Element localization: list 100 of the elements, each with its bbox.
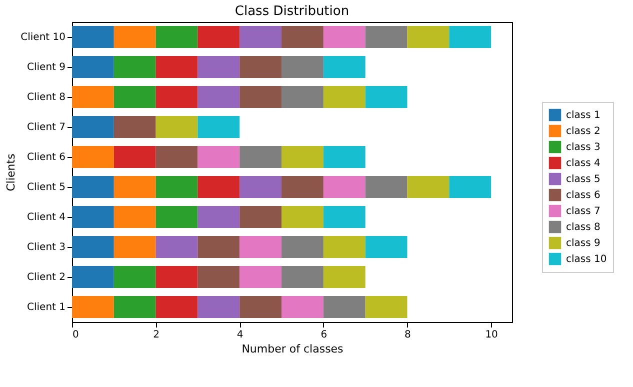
bar (407, 26, 450, 48)
bar (198, 86, 240, 108)
bar (240, 296, 282, 318)
legend-label: class 6 (566, 190, 600, 201)
x-tick-label: 0 (72, 330, 79, 340)
bar (282, 86, 324, 108)
chart-title: Class Distribution (234, 4, 350, 19)
y-tick-label: Client 7 (27, 122, 66, 133)
bar (282, 56, 324, 78)
y-tick-label: Client 6 (27, 152, 66, 163)
bar (240, 26, 282, 48)
bar (72, 206, 114, 228)
legend-label: class 10 (566, 254, 607, 265)
bar (240, 206, 282, 228)
bar (240, 86, 282, 108)
x-axis-title: Number of classes (242, 342, 344, 356)
bar (323, 26, 366, 48)
bar (323, 86, 366, 108)
bar (282, 266, 324, 288)
legend-label: class 8 (566, 222, 600, 233)
bar (72, 146, 114, 168)
bar (72, 296, 114, 318)
bar (156, 206, 198, 228)
bar (282, 296, 324, 318)
bar (114, 146, 156, 168)
bar (156, 26, 198, 48)
y-tick-label: Client 3 (27, 242, 66, 253)
bar (365, 296, 408, 318)
x-tick-label: 6 (320, 330, 328, 340)
x-tick-label: 8 (404, 330, 411, 340)
bar (323, 236, 366, 258)
bar (365, 26, 408, 48)
bar (365, 236, 408, 258)
bar (72, 176, 114, 198)
bar (198, 176, 240, 198)
bar (198, 206, 240, 228)
bar (114, 176, 156, 198)
legend-label: class 7 (566, 206, 600, 217)
bar (114, 86, 156, 108)
bar (156, 146, 198, 168)
bar (114, 206, 156, 228)
bar (240, 266, 282, 288)
bar (156, 266, 198, 288)
y-tick-label: Client 8 (27, 92, 66, 103)
y-tick-label: Client 5 (27, 182, 66, 193)
bar (323, 206, 366, 228)
y-axis-title: Clients (4, 153, 18, 192)
bar (198, 146, 240, 168)
bar (156, 236, 198, 258)
bar (114, 56, 156, 78)
bar (240, 146, 282, 168)
bar (114, 266, 156, 288)
bar (72, 116, 114, 138)
bar (449, 26, 492, 48)
bar (72, 56, 114, 78)
bar (114, 296, 156, 318)
bar (449, 176, 492, 198)
bar (72, 86, 114, 108)
bar (198, 116, 240, 138)
bar (282, 206, 324, 228)
bar (365, 176, 408, 198)
bar (156, 176, 198, 198)
y-tick-label: Client 4 (27, 212, 66, 223)
legend-label: class 5 (566, 174, 600, 185)
y-tick-label: Client 2 (27, 272, 66, 283)
legend-label: class 9 (566, 238, 600, 249)
legend-label: class 4 (566, 158, 600, 169)
bar (156, 56, 198, 78)
x-tick-label: 10 (485, 330, 498, 340)
legend-label: class 1 (566, 110, 600, 121)
bar (323, 176, 366, 198)
bar (114, 116, 156, 138)
bar (198, 296, 240, 318)
bar (198, 236, 240, 258)
y-tick-label: Client 10 (20, 32, 66, 43)
bar (156, 116, 198, 138)
bar (198, 56, 240, 78)
bar (240, 236, 282, 258)
bar (198, 266, 240, 288)
legend-label: class 3 (566, 142, 600, 153)
bar (323, 56, 366, 78)
bar (114, 236, 156, 258)
bar (323, 146, 366, 168)
bar (282, 176, 324, 198)
bar (407, 176, 450, 198)
bar (72, 26, 114, 48)
bar (323, 266, 366, 288)
bar (72, 266, 114, 288)
bar (156, 296, 198, 318)
bar (282, 236, 324, 258)
bar (114, 26, 156, 48)
bar (240, 176, 282, 198)
bar (282, 26, 324, 48)
y-tick-label: Client 1 (27, 302, 66, 313)
bar (365, 86, 408, 108)
bar (323, 296, 366, 318)
x-tick-label: 2 (153, 330, 160, 340)
legend-label: class 2 (566, 126, 600, 137)
y-tick-label: Client 9 (27, 62, 66, 73)
bar (240, 56, 282, 78)
